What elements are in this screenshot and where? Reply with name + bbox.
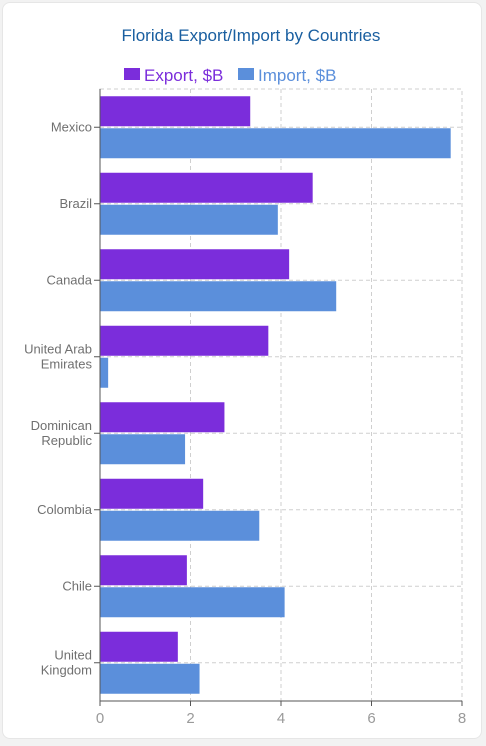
bar-export-4 xyxy=(100,402,225,433)
category-label-3-1: Emirates xyxy=(41,356,93,371)
bar-import-3 xyxy=(100,357,109,388)
category-label-4-1: Republic xyxy=(41,433,92,448)
bar-import-7 xyxy=(100,663,200,694)
legend-label-export: Export, $B xyxy=(144,66,223,85)
x-tick-label-8: 8 xyxy=(458,710,466,727)
bar-chart: Florida Export/Import by Countries Expor… xyxy=(24,26,466,727)
legend-swatch-export xyxy=(124,68,140,80)
bar-import-0 xyxy=(100,128,451,159)
category-label-2-0: Canada xyxy=(46,272,92,287)
bar-import-1 xyxy=(100,204,278,235)
category-label-6-0: Chile xyxy=(62,578,92,593)
x-tick-label-6: 6 xyxy=(367,710,375,727)
category-label-4-0: Dominican xyxy=(31,418,92,433)
chart-card: Florida Export/Import by Countries Expor… xyxy=(2,2,482,739)
category-label-3-0: United Arab xyxy=(24,341,92,356)
category-label-0-0: Mexico xyxy=(51,119,92,134)
legend-swatch-import xyxy=(238,68,254,80)
bar-export-3 xyxy=(100,325,269,356)
bar-import-2 xyxy=(100,281,337,312)
bar-export-7 xyxy=(100,631,178,662)
bar-export-2 xyxy=(100,249,290,280)
legend: Export, $B Import, $B xyxy=(124,66,336,85)
category-label-5-0: Colombia xyxy=(37,502,93,517)
bar-import-4 xyxy=(100,434,186,465)
x-tick-label-4: 4 xyxy=(277,710,285,727)
bars xyxy=(99,89,451,701)
bar-import-6 xyxy=(100,587,285,618)
x-tick-label-0: 0 xyxy=(96,710,104,727)
legend-label-import: Import, $B xyxy=(258,66,336,85)
category-label-7-0: United xyxy=(54,647,92,662)
category-label-7-1: Kingdom xyxy=(41,662,92,677)
bar-import-5 xyxy=(100,510,260,541)
category-label-1-0: Brazil xyxy=(59,196,92,211)
bar-export-1 xyxy=(100,172,313,203)
x-tick-label-2: 2 xyxy=(186,710,194,727)
bar-export-0 xyxy=(100,96,251,127)
x-axis-ticks: 0 2 4 6 8 xyxy=(96,700,466,727)
bar-export-6 xyxy=(100,555,187,586)
bar-export-5 xyxy=(100,478,204,509)
chart-title: Florida Export/Import by Countries xyxy=(122,26,381,45)
